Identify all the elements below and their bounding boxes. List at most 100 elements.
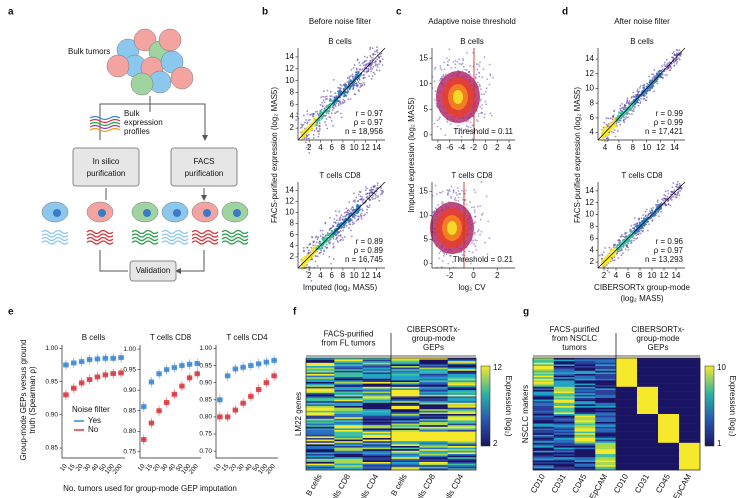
x-tick-label: 14 [670, 143, 679, 152]
cell [334, 438, 363, 440]
y-tick-label: 2 [290, 123, 295, 132]
cell [637, 394, 659, 397]
point [480, 181, 483, 183]
cell [447, 447, 477, 450]
point [375, 190, 378, 193]
cell [306, 404, 335, 407]
wave [131, 240, 159, 245]
point [622, 238, 625, 242]
point [306, 113, 309, 116]
cell [306, 455, 335, 458]
point [675, 48, 678, 51]
cell [658, 401, 680, 404]
panel-title: Before noise filter [309, 17, 372, 26]
column-label: B cells [304, 473, 324, 498]
cell [391, 391, 420, 394]
cell [419, 446, 448, 448]
cell [574, 439, 596, 442]
point [304, 141, 307, 144]
cell [637, 409, 659, 412]
panel-label: g [523, 307, 529, 318]
cell [306, 420, 335, 423]
point [600, 257, 603, 260]
point [317, 255, 319, 258]
cell [362, 412, 392, 415]
cell [637, 370, 659, 373]
point [477, 63, 480, 66]
y-axis-label: FACS-purified expression (log₂ MAS5) [573, 87, 582, 223]
cell [334, 391, 363, 394]
cell [306, 430, 335, 432]
point [442, 75, 445, 78]
cell [616, 444, 638, 447]
point [328, 255, 331, 258]
y-tick-label: 0.95 [123, 366, 136, 373]
point [371, 61, 374, 64]
cell [362, 378, 392, 381]
point [342, 102, 344, 105]
cell [658, 362, 680, 365]
cell [447, 404, 477, 407]
point [434, 98, 436, 101]
point [669, 204, 672, 207]
point [295, 119, 298, 122]
cell [658, 378, 680, 381]
point [338, 210, 341, 213]
point [439, 250, 442, 253]
cell [574, 463, 596, 466]
cell [658, 455, 680, 458]
cell [595, 415, 617, 418]
point [343, 222, 347, 225]
cell [553, 358, 575, 360]
point [321, 101, 323, 104]
cell [334, 423, 363, 426]
point [374, 193, 377, 196]
cell [533, 450, 555, 453]
point [667, 199, 670, 202]
cell [334, 422, 363, 424]
cell [637, 430, 659, 432]
point [339, 216, 342, 219]
cell [637, 412, 659, 415]
cell [362, 366, 392, 368]
cell [595, 380, 617, 383]
cell [553, 425, 575, 428]
x-tick-label: 12 [361, 271, 370, 280]
x-tick-label: 15 [67, 463, 77, 473]
cell [334, 386, 363, 389]
y-tick-label: 0.85 [199, 397, 212, 404]
point [359, 195, 362, 198]
wave [86, 236, 114, 242]
point [376, 51, 379, 54]
cell [658, 418, 680, 421]
box [170, 147, 238, 187]
cell [533, 441, 555, 444]
point [371, 188, 374, 191]
point [622, 245, 625, 249]
point [634, 223, 637, 226]
point [327, 241, 330, 244]
point [361, 196, 363, 198]
point [457, 190, 460, 192]
cell [595, 399, 617, 402]
cell [595, 391, 617, 394]
cell [553, 438, 575, 440]
point [650, 73, 653, 76]
cell [391, 374, 420, 376]
cell [447, 417, 477, 420]
cell [616, 358, 638, 360]
axis [597, 182, 685, 269]
point [365, 211, 368, 214]
point [326, 127, 329, 130]
point [472, 51, 474, 54]
point [324, 222, 327, 225]
cell [616, 394, 638, 397]
point [443, 252, 446, 255]
point [475, 119, 478, 121]
point [369, 199, 372, 202]
cell [574, 454, 596, 456]
cell [447, 358, 477, 360]
cell [616, 399, 638, 402]
cell [362, 438, 392, 440]
point [669, 69, 671, 71]
